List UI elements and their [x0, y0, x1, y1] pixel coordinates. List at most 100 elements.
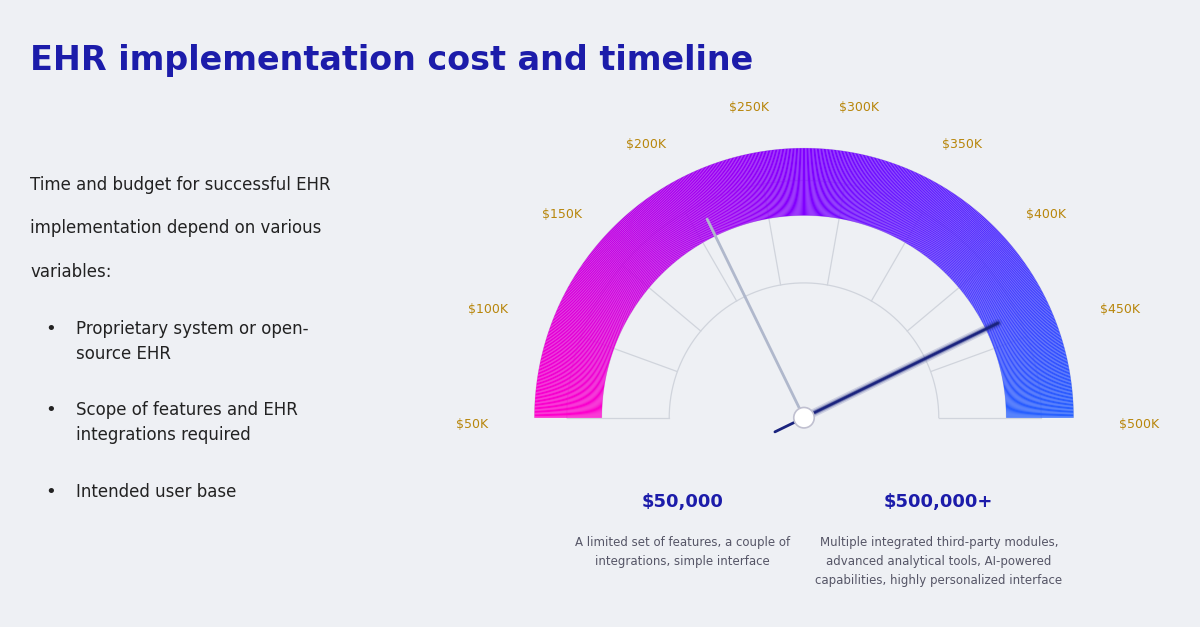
Polygon shape	[895, 177, 928, 238]
Polygon shape	[551, 325, 614, 349]
Polygon shape	[799, 148, 802, 216]
Polygon shape	[595, 246, 648, 290]
Polygon shape	[991, 317, 1055, 343]
Polygon shape	[624, 216, 670, 268]
Polygon shape	[870, 162, 893, 227]
Circle shape	[793, 408, 815, 428]
Polygon shape	[666, 186, 701, 244]
Polygon shape	[833, 151, 844, 218]
Polygon shape	[607, 232, 658, 279]
Polygon shape	[662, 188, 698, 246]
Polygon shape	[770, 150, 780, 217]
Polygon shape	[709, 165, 733, 229]
Polygon shape	[679, 178, 712, 238]
Polygon shape	[540, 361, 606, 376]
Polygon shape	[790, 149, 794, 216]
Polygon shape	[882, 169, 910, 232]
Polygon shape	[601, 240, 653, 285]
Polygon shape	[746, 154, 762, 220]
Polygon shape	[815, 149, 820, 216]
Polygon shape	[703, 167, 730, 230]
Polygon shape	[560, 302, 622, 332]
Polygon shape	[834, 151, 845, 218]
Polygon shape	[994, 322, 1057, 347]
Polygon shape	[794, 148, 798, 216]
Polygon shape	[565, 290, 626, 323]
Polygon shape	[992, 319, 1055, 344]
Polygon shape	[1006, 389, 1073, 398]
Polygon shape	[961, 248, 1014, 292]
Polygon shape	[558, 305, 620, 334]
Polygon shape	[935, 213, 980, 265]
Polygon shape	[908, 187, 944, 245]
Polygon shape	[760, 152, 772, 218]
Text: EHR implementation cost and timeline: EHR implementation cost and timeline	[30, 44, 754, 77]
Polygon shape	[907, 186, 942, 244]
Polygon shape	[949, 230, 998, 278]
Polygon shape	[1006, 416, 1074, 418]
Polygon shape	[960, 247, 1014, 290]
Polygon shape	[1006, 394, 1073, 401]
Polygon shape	[866, 161, 889, 226]
Polygon shape	[1002, 366, 1069, 380]
Polygon shape	[766, 150, 776, 218]
Polygon shape	[948, 229, 997, 277]
Polygon shape	[964, 253, 1018, 295]
Polygon shape	[978, 279, 1036, 315]
Polygon shape	[677, 179, 709, 240]
Polygon shape	[787, 149, 792, 216]
Polygon shape	[588, 256, 642, 297]
Polygon shape	[844, 154, 859, 219]
Polygon shape	[1000, 350, 1066, 369]
Polygon shape	[805, 148, 806, 216]
Polygon shape	[724, 160, 744, 224]
Polygon shape	[719, 161, 742, 226]
Polygon shape	[536, 388, 604, 396]
Polygon shape	[551, 324, 614, 348]
Polygon shape	[655, 192, 694, 250]
Polygon shape	[714, 163, 738, 227]
Polygon shape	[580, 267, 636, 306]
Polygon shape	[650, 196, 690, 251]
Polygon shape	[570, 282, 630, 317]
Polygon shape	[733, 157, 751, 223]
Polygon shape	[966, 257, 1021, 298]
Polygon shape	[680, 177, 713, 238]
Polygon shape	[826, 150, 835, 217]
Polygon shape	[935, 212, 979, 264]
Polygon shape	[966, 256, 1020, 297]
Polygon shape	[535, 391, 602, 399]
Polygon shape	[820, 149, 827, 216]
Polygon shape	[990, 312, 1052, 339]
Text: $500,000+: $500,000+	[884, 493, 994, 511]
Polygon shape	[545, 341, 610, 361]
Polygon shape	[1006, 411, 1074, 413]
Polygon shape	[590, 253, 644, 295]
Polygon shape	[920, 197, 960, 253]
Polygon shape	[944, 224, 992, 273]
Polygon shape	[998, 342, 1063, 362]
Polygon shape	[1006, 405, 1073, 409]
Polygon shape	[538, 372, 605, 385]
Polygon shape	[853, 156, 871, 222]
Polygon shape	[730, 158, 750, 223]
Polygon shape	[932, 209, 976, 262]
Polygon shape	[1006, 415, 1074, 416]
Polygon shape	[941, 219, 988, 270]
Polygon shape	[998, 341, 1063, 361]
Polygon shape	[756, 152, 769, 219]
Polygon shape	[1000, 352, 1066, 369]
Polygon shape	[548, 329, 613, 352]
Polygon shape	[606, 233, 656, 280]
Polygon shape	[900, 181, 934, 241]
Polygon shape	[944, 223, 991, 273]
Polygon shape	[547, 334, 612, 356]
Polygon shape	[904, 184, 938, 243]
Polygon shape	[659, 190, 696, 248]
Polygon shape	[895, 177, 926, 238]
Polygon shape	[914, 192, 952, 249]
Polygon shape	[550, 327, 613, 350]
Polygon shape	[587, 257, 642, 298]
Polygon shape	[972, 268, 1030, 307]
Polygon shape	[564, 294, 624, 326]
